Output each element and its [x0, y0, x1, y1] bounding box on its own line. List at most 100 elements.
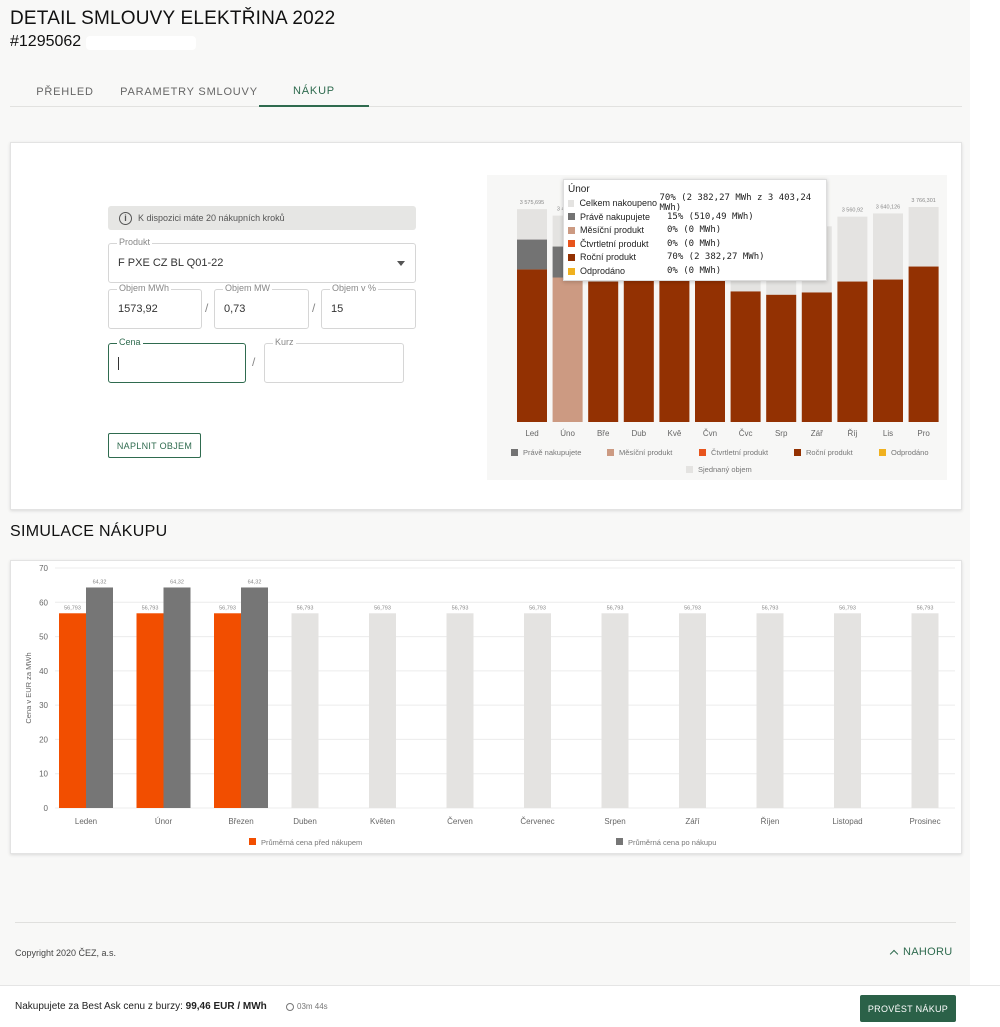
annual-product-bar: [908, 266, 939, 422]
price-before-bar: [601, 613, 629, 808]
best-ask-price: 99,46 EUR / MWh: [185, 1001, 267, 1012]
tooltip-row-value: 0% (0 MWh): [667, 238, 722, 249]
legend-label: Průměrná cena před nákupem: [261, 838, 362, 847]
legend-label: Čtvrtletní produkt: [711, 448, 769, 457]
bar-value-label: 64,32: [93, 579, 107, 585]
volume-pct-value: 15: [331, 303, 344, 315]
legend-swatch: [699, 449, 706, 456]
rate-field[interactable]: Kurz: [264, 337, 404, 383]
volume-mwh-label: Objem MWh: [117, 283, 172, 293]
separator: /: [252, 355, 256, 369]
product-label: Produkt: [117, 237, 153, 247]
y-axis-label: Cena v EUR za MWh: [24, 652, 33, 723]
tab-bar: PŘEHLED PARAMETRY SMLOUVY NÁKUP: [10, 76, 962, 107]
price-before-bar: [214, 613, 241, 808]
fill-volume-button[interactable]: NAPLNIT OBJEM: [108, 433, 201, 458]
tooltip-row: Právě nakupujete 15% (510,49 MWh): [568, 211, 824, 223]
legend-label: Právě nakupujete: [523, 448, 581, 457]
tooltip-row-value: 70% (2 382,27 MWh z 3 403,24 MWh): [659, 193, 812, 213]
x-tick-label: Srp: [775, 429, 788, 438]
tooltip-row-name: Odprodáno: [580, 266, 626, 276]
chevron-up-icon: [889, 949, 899, 958]
bar-total-label: 3 560,92: [842, 208, 863, 214]
price-before-bar: [446, 613, 474, 808]
bar-value-label: 64,32: [248, 579, 262, 585]
legend-label: Průměrná cena po nákupu: [628, 838, 716, 847]
tooltip-row-name: Měsíční produkt: [580, 225, 645, 236]
volume-pct-label: Objem v %: [330, 283, 379, 293]
bar-value-label: 56,793: [297, 605, 314, 611]
tab-nakup[interactable]: NÁKUP: [259, 76, 369, 107]
legend-swatch: [568, 240, 575, 248]
tooltip-row: Roční produkt 70% (2 382,27 MWh): [568, 251, 824, 263]
legend-swatch: [686, 466, 693, 473]
x-tick-label: Led: [525, 429, 538, 438]
chart-tooltip: Únor Celkem nakoupeno 70% (2 382,27 MWh z…: [563, 179, 827, 281]
tooltip-row-value: 15% (510,49 MWh): [667, 211, 754, 222]
copyright: Copyright 2020 ČEZ, a.s.: [15, 948, 117, 958]
volume-mwh-field[interactable]: Objem MWh 1573,92: [108, 283, 202, 329]
x-tick-label: Leden: [75, 817, 97, 826]
tooltip-row: Odprodáno 0% (0 MWh): [568, 265, 824, 277]
x-tick-label: Březen: [228, 817, 253, 826]
page-title: DETAIL SMLOUVY ELEKTŘINA 2022: [10, 8, 336, 29]
x-tick-label: Pro: [917, 429, 930, 438]
clock-icon: [286, 1002, 294, 1011]
price-before-bar: [679, 613, 706, 808]
product-select[interactable]: Produkt F PXE CZ BL Q01-22: [108, 237, 416, 283]
volume-mw-label: Objem MW: [223, 283, 272, 293]
volume-mw-field[interactable]: Objem MW 0,73: [214, 283, 309, 329]
price-after-bar: [241, 587, 268, 808]
price-field[interactable]: Cena: [108, 337, 246, 383]
legend-swatch: [568, 226, 575, 234]
y-tick-label: 20: [39, 735, 48, 744]
legend-label: Sjednaný objem: [698, 465, 752, 474]
x-tick-label: Únor: [155, 817, 173, 826]
price-before-bar: [291, 613, 319, 808]
bar-value-label: 56,793: [529, 605, 546, 611]
rate-label: Kurz: [273, 337, 296, 347]
text-caret: [118, 356, 119, 370]
y-tick-label: 30: [39, 701, 48, 710]
annual-product-bar: [766, 294, 797, 422]
x-tick-label: Čvc: [739, 429, 753, 438]
submit-purchase-button[interactable]: PROVÉST NÁKUP: [860, 995, 956, 1022]
x-tick-label: Prosinec: [909, 817, 940, 826]
legend-swatch: [511, 449, 518, 456]
back-to-top-link[interactable]: NAHORU: [889, 946, 953, 958]
legend-swatch: [568, 253, 575, 261]
x-tick-label: Září: [685, 817, 700, 826]
best-ask-prefix: Nakupujete za Best Ask cenu z burzy:: [15, 1001, 186, 1012]
y-tick-label: 40: [39, 667, 48, 676]
legend-swatch: [568, 267, 575, 275]
chevron-down-icon[interactable]: [397, 261, 405, 266]
price-before-bar: [524, 613, 551, 808]
annual-product-bar: [623, 278, 654, 422]
price-value: [118, 344, 119, 382]
tooltip-title: Únor: [568, 184, 590, 195]
tab-prehled[interactable]: PŘEHLED: [36, 85, 94, 98]
tooltip-row-name: Právě nakupujete: [580, 211, 651, 222]
bar-value-label: 56,793: [142, 605, 159, 611]
bar-value-label: 56,793: [374, 605, 391, 611]
x-tick-label: Květen: [370, 817, 395, 826]
bar-value-label: 56,793: [219, 605, 236, 611]
volume-pct-field[interactable]: Objem v % 15: [321, 283, 416, 329]
x-tick-label: Srpen: [604, 817, 625, 826]
tooltip-row-value: 0% (0 MWh): [667, 225, 722, 236]
bar-value-label: 56,793: [684, 605, 701, 611]
annual-product-bar: [837, 281, 868, 422]
countdown-timer: 03m 44s: [286, 1002, 328, 1011]
back-to-top-label: NAHORU: [903, 946, 953, 958]
legend-label: Měsíční produkt: [619, 448, 673, 457]
legend-swatch: [568, 213, 575, 221]
x-tick-label: Úno: [560, 429, 575, 438]
x-tick-label: Duben: [293, 817, 317, 826]
separator: /: [312, 301, 316, 315]
tooltip-row-name: Roční produkt: [580, 252, 637, 263]
tab-parametry-smlouvy[interactable]: PARAMETRY SMLOUVY: [120, 85, 258, 98]
x-tick-label: Dub: [631, 429, 646, 438]
legend-swatch: [607, 449, 614, 456]
x-tick-label: Lis: [883, 429, 893, 438]
price-before-bar: [756, 613, 784, 808]
